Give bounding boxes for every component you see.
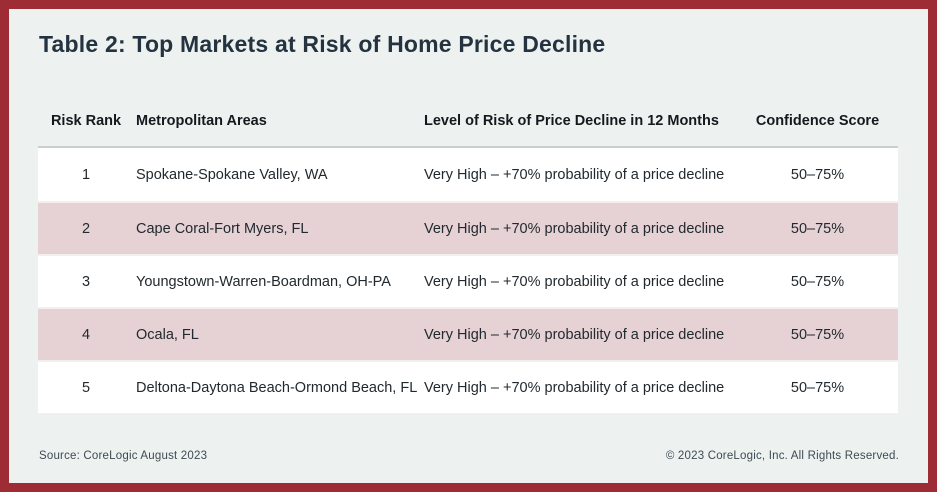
cell-risk-rank: 3 xyxy=(81,273,91,290)
table-row: 1 Spokane-Spokane Valley, WA Very High –… xyxy=(38,148,898,201)
page-title: Table 2: Top Markets at Risk of Home Pri… xyxy=(39,31,606,57)
cell-confidence-score: 50–75% xyxy=(790,326,845,343)
column-header-confidence-score: Confidence Score xyxy=(755,112,880,129)
cell-confidence-score: 50–75% xyxy=(790,220,845,237)
cell-risk-rank: 5 xyxy=(81,379,91,396)
cell-metro-area: Spokane-Spokane Valley, WA xyxy=(136,166,328,183)
cell-metro-area: Ocala, FL xyxy=(136,326,199,343)
cell-risk-rank: 4 xyxy=(81,326,91,343)
table-row: 3 Youngstown-Warren-Boardman, OH-PA Very… xyxy=(38,254,898,307)
cell-confidence-score: 50–75% xyxy=(790,379,845,396)
table-row: 2 Cape Coral-Fort Myers, FL Very High – … xyxy=(38,201,898,254)
cell-confidence-score: 50–75% xyxy=(790,273,845,290)
column-header-risk-rank: Risk Rank xyxy=(50,112,122,129)
cell-risk-level: Very High – +70% probability of a price … xyxy=(424,166,725,183)
table-header-row: Risk Rank Metropolitan Areas Level of Ri… xyxy=(38,95,898,148)
risk-table: Risk Rank Metropolitan Areas Level of Ri… xyxy=(38,95,898,413)
cell-risk-level: Very High – +70% probability of a price … xyxy=(424,326,725,343)
cell-risk-rank: 1 xyxy=(81,166,91,183)
cell-risk-level: Very High – +70% probability of a price … xyxy=(424,273,725,290)
source-note: Source: CoreLogic August 2023 xyxy=(39,450,208,462)
cell-metro-area: Cape Coral-Fort Myers, FL xyxy=(136,220,309,237)
copyright-note: © 2023 CoreLogic, Inc. All Rights Reserv… xyxy=(665,450,899,462)
cell-metro-area: Youngstown-Warren-Boardman, OH-PA xyxy=(136,273,391,290)
cell-risk-rank: 2 xyxy=(81,220,91,237)
table-row: 5 Deltona-Daytona Beach-Ormond Beach, FL… xyxy=(38,360,898,413)
column-header-risk-level: Level of Risk of Price Decline in 12 Mon… xyxy=(424,112,719,129)
table-row: 4 Ocala, FL Very High – +70% probability… xyxy=(38,307,898,360)
column-header-metro-areas: Metropolitan Areas xyxy=(136,112,267,129)
cell-risk-level: Very High – +70% probability of a price … xyxy=(424,379,725,396)
cell-metro-area: Deltona-Daytona Beach-Ormond Beach, FL xyxy=(136,379,418,396)
cell-risk-level: Very High – +70% probability of a price … xyxy=(424,220,725,237)
cell-confidence-score: 50–75% xyxy=(790,166,845,183)
